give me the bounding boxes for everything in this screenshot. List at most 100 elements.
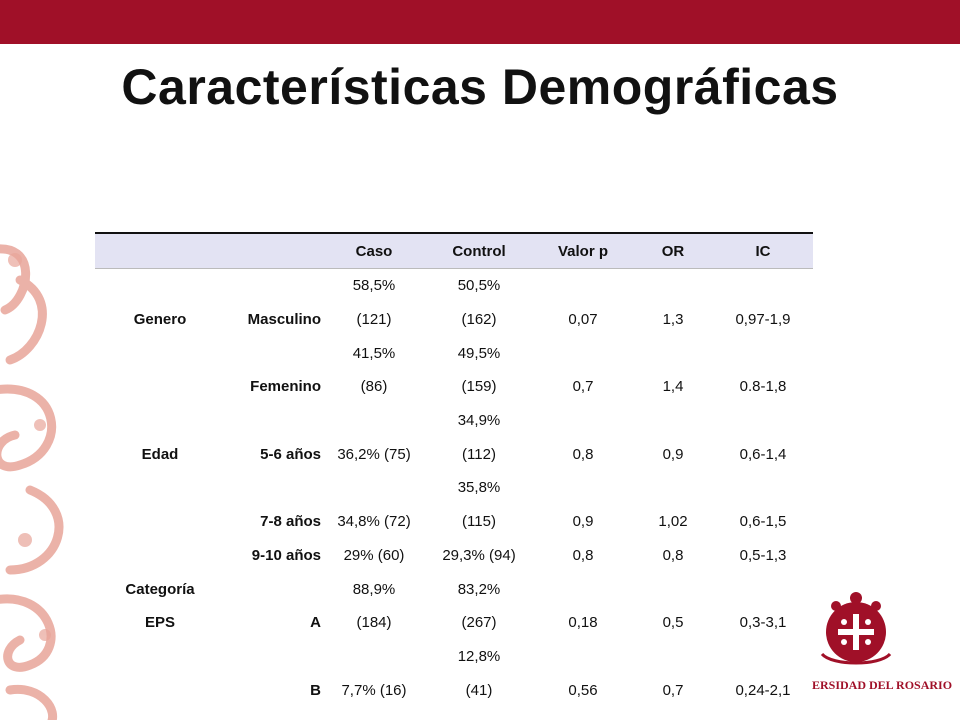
table-row: B 7,7% (16) (41) 0,56 0,7 0,24-2,1 (95, 673, 813, 707)
table-cell: 0,5-1,3 (739, 546, 787, 564)
table-cell (323, 640, 425, 674)
table-cell (533, 404, 633, 438)
table-cell: 0,7 (662, 681, 684, 699)
table-row: Edad 5-6 años 36,2% (75) (112) 0,8 0,9 0,6-1,4 (95, 437, 813, 471)
row-label-cell: A (310, 614, 321, 632)
table-cell: 0,9 (662, 445, 684, 463)
row-label-cell (225, 572, 323, 606)
table-cell: (159) (461, 378, 497, 396)
row-label-cell (225, 640, 323, 674)
table-cell (633, 404, 713, 438)
table-cell (633, 572, 713, 606)
table-cell: (121) (356, 311, 392, 329)
table-cell: 0,24-2,1 (735, 681, 791, 699)
table-cell: 29% (60) (343, 546, 405, 564)
row-label-cell (95, 673, 225, 707)
table-cell: 88,9% (352, 580, 396, 598)
table-cell: 34,8% (72) (337, 513, 411, 531)
row-label-cell (95, 336, 225, 370)
table-row: 58,5% 50,5% (95, 269, 813, 303)
table-row: 41,5% 49,5% (95, 336, 813, 370)
table-cell: (115) (462, 513, 496, 531)
university-name-logo-text: ERSIDAD DEL ROSARIO (812, 678, 953, 692)
table-cell: 0,9 (572, 513, 594, 531)
row-label-cell (95, 640, 225, 674)
row-label-cell: Femenino (250, 378, 321, 396)
ornament-decoration (0, 244, 64, 720)
table-cell: 36,2% (75) (337, 445, 411, 463)
table-row: Femenino (86) (159) 0,7 1,4 0.8-1,8 (95, 370, 813, 404)
table-header-cell (225, 232, 323, 269)
table-cell: 58,5% (352, 277, 396, 295)
table-cell (713, 336, 813, 370)
table-cell (633, 640, 713, 674)
row-label-cell: 9-10 años (251, 546, 321, 564)
table-cell: (112) (462, 445, 496, 463)
table-cell (713, 404, 813, 438)
table-header-cell: Control (425, 232, 533, 269)
table-header-cell: Valor p (533, 232, 633, 269)
table-cell: 0,8 (572, 546, 594, 564)
table-cell: 50,5% (457, 277, 501, 295)
row-label-cell (225, 471, 323, 505)
table-cell (533, 269, 633, 303)
table-cell: 83,2% (457, 580, 501, 598)
table-row: 9-10 años 29% (60) 29,3% (94) 0,8 0,8 0,5-1,3 (95, 539, 813, 573)
table-cell: 41,5% (352, 344, 396, 362)
table-header-cell: IC (713, 232, 813, 269)
table-cell (633, 269, 713, 303)
table-cell (633, 336, 713, 370)
table-cell: 0,5 (662, 614, 684, 632)
table-cell: 0,07 (568, 311, 598, 329)
table-header-row: Caso Control Valor p OR IC (95, 232, 813, 269)
table-cell: (162) (461, 311, 497, 329)
row-label-cell: Edad (141, 445, 179, 463)
row-label-cell: Categoría (125, 580, 195, 598)
table-row: Categoría 88,9% 83,2% (95, 572, 813, 606)
table-cell: 1,3 (662, 311, 684, 329)
table-cell (533, 336, 633, 370)
table-cell: 1,4 (662, 378, 684, 396)
table-cell: 0,56 (568, 681, 598, 699)
row-label-cell (95, 269, 225, 303)
row-label-cell (95, 471, 225, 505)
table-cell (713, 269, 813, 303)
table-cell (533, 471, 633, 505)
row-label-cell: 7-8 años (260, 513, 321, 531)
demographics-table: Caso Control Valor p OR IC 58,5% 50,5% Gen… (95, 232, 813, 707)
table-cell: 0,3-3,1 (739, 614, 787, 632)
table-cell: 0,97-1,9 (735, 311, 791, 329)
row-label-cell (95, 505, 225, 539)
table-cell: (41) (465, 681, 493, 699)
table-cell: 1,02 (658, 513, 688, 531)
table-cell (633, 471, 713, 505)
table-cell: 0,8 (572, 445, 594, 463)
table-cell: 7,7% (16) (341, 681, 407, 699)
table-cell: 0,6-1,4 (739, 445, 787, 463)
table-row: 34,9% (95, 404, 813, 438)
table-header-cell (95, 232, 225, 269)
top-accent-bar (0, 0, 960, 44)
table-cell: 0,6-1,5 (739, 513, 787, 531)
table-cell: 34,9% (457, 412, 501, 430)
table-row: Genero Masculino (121) (162) 0,07 1,3 0,97-1,9 (95, 303, 813, 337)
table-header-cell: OR (633, 232, 713, 269)
row-label-cell: B (310, 681, 321, 699)
table-cell: 0.8-1,8 (739, 378, 787, 396)
table-cell (323, 471, 425, 505)
table-cell (713, 471, 813, 505)
table-row: EPS A (184) (267) 0,18 0,5 0,3-3,1 (95, 606, 813, 640)
slide-title: Características Demográficas (121, 59, 839, 115)
table-row: 7-8 años 34,8% (72) (115) 0,9 1,02 0,6-1,5 (95, 505, 813, 539)
table-cell (323, 404, 425, 438)
row-label-cell (95, 370, 225, 404)
table-cell: 29,3% (94) (442, 546, 516, 564)
table-cell: (184) (356, 614, 392, 632)
university-seal-logo (820, 592, 892, 665)
table-cell (713, 572, 813, 606)
table-cell (533, 572, 633, 606)
table-cell: (86) (360, 378, 388, 396)
table-cell (533, 640, 633, 674)
table-cell: 0,7 (572, 378, 594, 396)
table-row: 35,8% (95, 471, 813, 505)
